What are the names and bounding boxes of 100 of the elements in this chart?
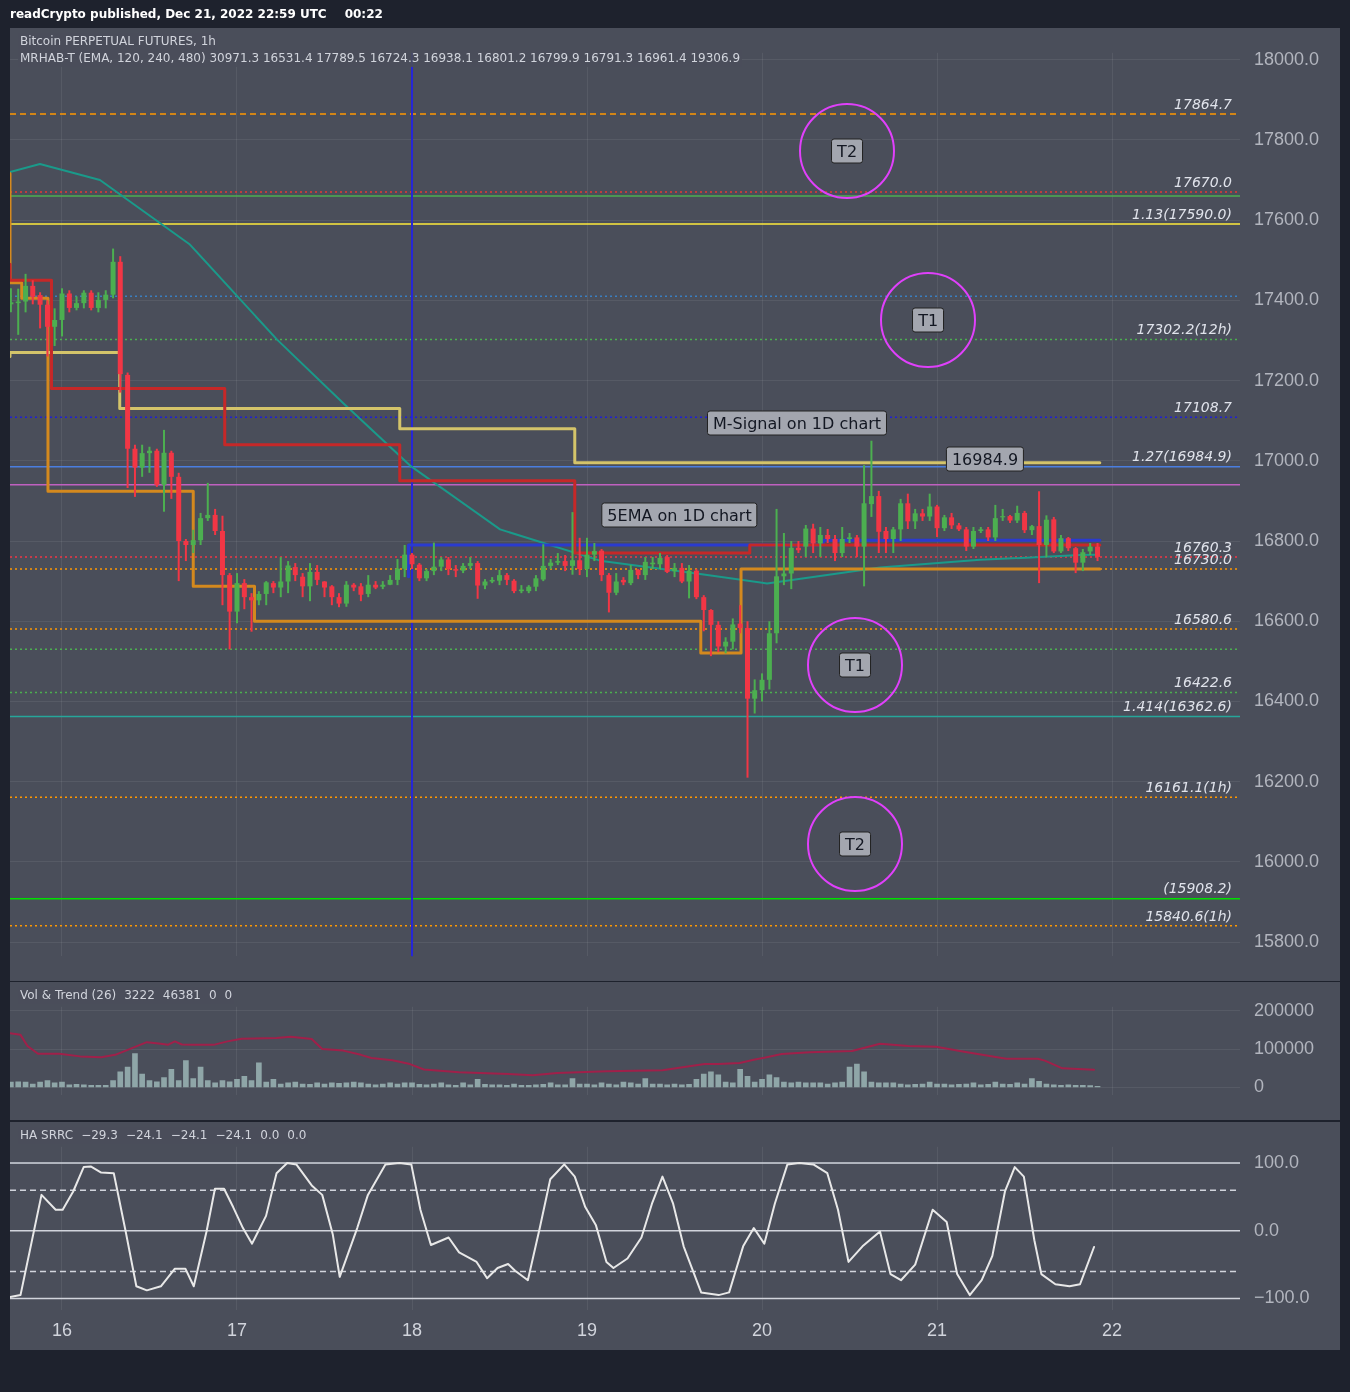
candlestick — [970, 525, 976, 551]
bar — [372, 1084, 379, 1088]
candlestick — [198, 511, 204, 547]
candlestick — [686, 564, 692, 600]
candlestick — [292, 562, 298, 583]
candlestick — [781, 531, 787, 587]
text: −29.3 — [81, 1128, 118, 1142]
ref-line-label: 16161.1(1h) — [1145, 778, 1232, 795]
text: 0 — [224, 988, 233, 1002]
x-tick-label: 16 — [51, 1319, 72, 1340]
candlestick — [803, 523, 809, 559]
text: 0.0 — [287, 1128, 307, 1142]
candlestick — [95, 291, 101, 314]
bar — [234, 1079, 240, 1088]
candlestick — [606, 572, 612, 614]
y-tick-label: 17200.0 — [1254, 369, 1320, 390]
ref-line-label: 16422.6 — [1174, 674, 1233, 691]
ref-line-label: 1.414(16362.6) — [1123, 698, 1232, 715]
y-tick-label: 16800.0 — [1254, 529, 1320, 550]
candlestick — [365, 574, 371, 599]
y-tick-label: 16000.0 — [1254, 850, 1320, 871]
candlestick — [817, 525, 823, 559]
x-tick-label: 20 — [752, 1319, 773, 1340]
candlestick — [701, 594, 707, 633]
candlestick — [307, 562, 313, 603]
candlestick — [839, 525, 845, 559]
text: 46381 — [162, 988, 201, 1002]
text: 3222 — [124, 988, 155, 1002]
bar — [496, 1084, 503, 1088]
candlestick — [1036, 490, 1042, 585]
candlestick — [810, 522, 816, 555]
y-tick-label: 17400.0 — [1254, 289, 1320, 310]
bar — [591, 1084, 598, 1088]
ref-line-label: (15908.2) — [1163, 880, 1232, 897]
y-tick-label: 100000 — [1254, 1038, 1315, 1059]
candlestick — [37, 291, 43, 330]
candlestick — [329, 584, 335, 607]
y-tick-label: 17800.0 — [1254, 128, 1320, 149]
text: readCrypto published, Dec 21, 2022 22:59 UTC — [10, 7, 327, 21]
candlestick — [730, 617, 736, 651]
candlestick — [66, 289, 72, 314]
candlestick — [584, 536, 590, 579]
candlestick — [103, 289, 109, 310]
text: 0.0 — [260, 1128, 280, 1142]
chart-subtitle: MRHAB-T (EMA, 120, 240, 480) 30971.3 16531.4 17789.5 16724.3 16938.1 16801.2 16799.9 16791.3 16961.4 19306.9 — [18, 50, 743, 67]
chart-title: HA SRRC — [20, 1128, 74, 1142]
y-tick-label: 17600.0 — [1254, 209, 1320, 230]
candlestick — [88, 289, 94, 312]
candlestick — [394, 558, 400, 587]
candlestick — [715, 620, 721, 654]
candlestick — [300, 572, 306, 599]
annotation: T2 — [838, 831, 871, 857]
candlestick — [708, 608, 714, 658]
candlestick — [44, 299, 50, 358]
bar — [66, 1084, 73, 1088]
candlestick — [912, 507, 918, 530]
text: 00:22 — [344, 7, 383, 21]
candlestick — [402, 544, 408, 579]
bar — [445, 1084, 452, 1088]
candlestick — [358, 582, 364, 603]
x-tick-label: 19 — [577, 1319, 598, 1340]
candlestick — [30, 279, 36, 306]
candlestick — [475, 560, 481, 600]
y-tick-label: 15800.0 — [1254, 931, 1320, 952]
candlestick — [883, 525, 889, 555]
candlestick — [285, 560, 291, 595]
ref-line-label: 1.27(16984.9) — [1132, 448, 1232, 465]
candlestick — [905, 492, 911, 530]
x-tick-label: 22 — [1102, 1319, 1123, 1340]
candlestick — [205, 481, 211, 522]
y-tick-label: 16400.0 — [1254, 690, 1320, 711]
candlestick — [343, 580, 349, 608]
candlestick — [1080, 548, 1086, 573]
candlestick — [963, 525, 969, 553]
y-tick-label: 0 — [1254, 1076, 1265, 1097]
ref-line-label: 15840.6(1h) — [1145, 907, 1232, 924]
candlestick — [416, 562, 422, 583]
candlestick — [314, 564, 320, 587]
bar — [423, 1084, 430, 1088]
text: −24.1 — [215, 1128, 253, 1142]
candlestick — [992, 503, 998, 543]
candlestick — [132, 443, 138, 498]
ref-line-label: 17670.0 — [1174, 173, 1233, 190]
candlestick — [278, 556, 284, 599]
ref-line-label: 17302.2(12h) — [1136, 321, 1232, 338]
candlestick — [927, 492, 933, 522]
annotation: T1 — [838, 652, 871, 678]
candlestick — [642, 556, 648, 581]
candlestick — [1058, 533, 1064, 555]
x-tick-label: 18 — [401, 1319, 423, 1340]
candlestick — [212, 507, 218, 536]
text: −24.1 — [170, 1128, 208, 1142]
y-tick-label: 18000.0 — [1254, 48, 1320, 69]
candlestick — [737, 604, 743, 635]
y-tick-label: 0.0 — [1254, 1219, 1280, 1240]
candlestick — [540, 543, 546, 583]
candlestick — [613, 572, 619, 597]
bar — [948, 1084, 955, 1088]
ref-line-label: 16760.3 — [1174, 538, 1232, 555]
annotation: 16984.9 — [945, 446, 1025, 472]
